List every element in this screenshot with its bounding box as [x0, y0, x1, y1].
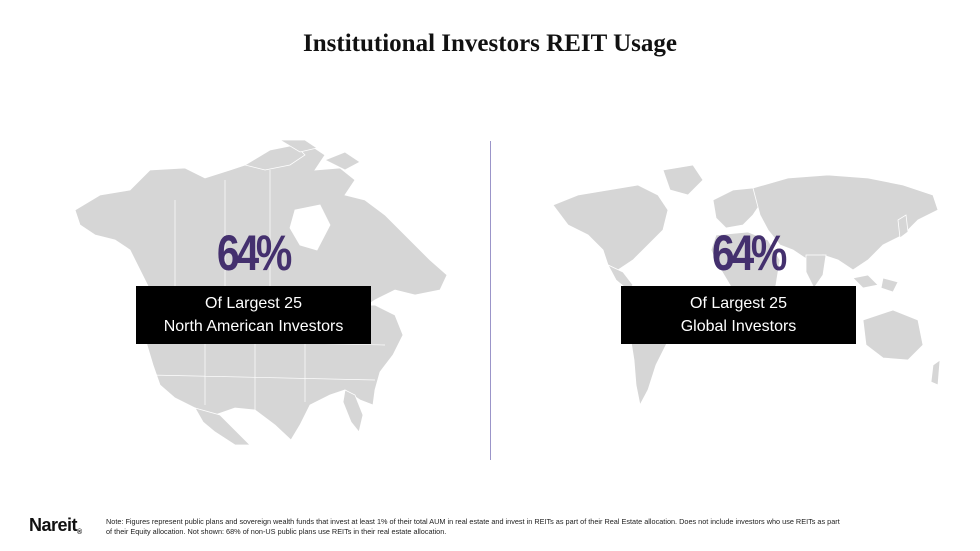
global-percent: 64%	[711, 225, 788, 281]
north-america-percent: 64%	[216, 225, 293, 281]
global-label-box: Of Largest 25 Global Investors	[621, 286, 856, 344]
global-label-line2: Global Investors	[680, 318, 797, 335]
nareit-logo: Nareit®	[29, 515, 82, 536]
north-america-label-box: Of Largest 25 North American Investors	[136, 286, 371, 344]
panel-divider	[490, 141, 491, 460]
footnote-line2: of their Equity allocation. Not shown: 6…	[106, 526, 447, 536]
footnote-line1: Note: Figures represent public plans and…	[106, 517, 840, 526]
global-label-line1: Of Largest 25	[690, 295, 787, 312]
north-america-label-line2: North American Investors	[163, 318, 344, 335]
footnote: Note: Figures represent public plans and…	[106, 517, 946, 536]
nareit-logo-text: Nareit	[29, 515, 78, 535]
registered-mark: ®	[77, 529, 82, 536]
page-title: Institutional Investors REIT Usage	[303, 30, 677, 57]
north-america-label-line1: Of Largest 25	[205, 295, 302, 312]
